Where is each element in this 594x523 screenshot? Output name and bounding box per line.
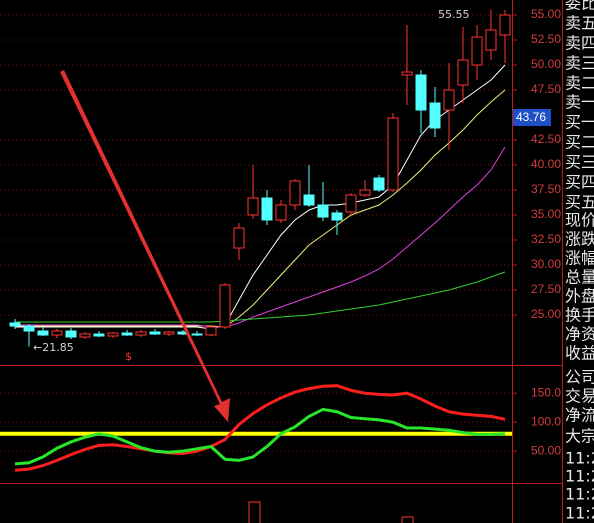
candle-body [37, 330, 49, 336]
y-tick-label: 52.50 [531, 32, 561, 46]
y-tick-label: 50.00 [531, 57, 561, 71]
side-label: 换手 [565, 306, 594, 325]
indicator-line [14, 407, 506, 466]
candle-body [289, 180, 301, 206]
candle-body [485, 29, 497, 51]
candle-body [219, 284, 231, 328]
candle-body [107, 332, 119, 337]
moving-average [15, 146, 506, 328]
side-label: 委比 [565, 0, 594, 13]
side-label: 买五 [565, 193, 594, 212]
y-tick-label: 47.50 [531, 82, 561, 96]
side-label: 卖三 [565, 54, 594, 73]
candle-body [51, 330, 63, 336]
indicator-line [14, 384, 506, 472]
candle-body [233, 227, 245, 249]
candle-body [401, 71, 413, 76]
side-label: 交易 [565, 387, 594, 406]
side-label: 现价 [565, 211, 594, 230]
side-label: 买三 [565, 153, 594, 172]
side-label: 卖一 [565, 93, 594, 112]
candle-body [317, 204, 329, 218]
y-tick-label: 27.50 [531, 282, 561, 296]
candle-body [415, 74, 427, 111]
moving-average [15, 271, 506, 323]
side-label: 卖二 [565, 74, 594, 93]
side-label: 买四 [565, 173, 594, 192]
y-tick-label: 40.00 [531, 157, 561, 171]
y-tick-label: 30.00 [531, 257, 561, 271]
y-tick-label: 32.50 [531, 232, 561, 246]
candle-body [191, 333, 203, 336]
side-label: 公司 [565, 368, 594, 387]
candle-body [149, 331, 161, 335]
candle-body [65, 330, 77, 338]
candle-body [275, 204, 287, 221]
candle-body [359, 189, 371, 196]
moving-average [15, 89, 506, 328]
candle-body [471, 36, 483, 66]
low-label: ←21.85 [33, 341, 74, 354]
y-tick-label: 100.0 [531, 414, 561, 428]
volume-bar [401, 516, 414, 523]
candle-body [205, 326, 217, 336]
side-label: 买一 [565, 113, 594, 132]
y-tick-label: 55.00 [531, 7, 561, 21]
side-label: 卖五 [565, 14, 594, 33]
candle-body [387, 117, 399, 191]
side-label: 11:2 [565, 449, 594, 468]
candle-body [79, 333, 91, 338]
candle-body [163, 331, 175, 335]
side-label: 外盘 [565, 287, 594, 306]
candle-body [373, 177, 385, 191]
candle-body [457, 59, 469, 86]
candle-body [261, 197, 273, 221]
side-label: 总量 [565, 268, 594, 287]
marker: $ [125, 350, 132, 363]
last-price: 43.76 [516, 110, 546, 124]
side-label: 净流 [565, 406, 594, 425]
candle-body [345, 194, 357, 213]
candle-body [93, 333, 105, 337]
y-tick-label: 150.0 [531, 385, 561, 399]
volume-bar [248, 501, 261, 523]
side-label: 涨跌 [565, 230, 594, 249]
side-label: 收益 [565, 344, 594, 363]
side-label: 净资 [565, 325, 594, 344]
candle-body [429, 102, 441, 129]
candle-body [247, 197, 259, 216]
y-tick-label: 35.00 [531, 207, 561, 221]
side-label: 卖四 [565, 34, 594, 53]
moving-average [15, 64, 506, 330]
candle-body [23, 325, 35, 332]
side-label: 11:2 [565, 485, 594, 504]
side-label: 大宗 [565, 427, 594, 446]
candle-body [331, 212, 343, 221]
candle-body [121, 332, 133, 336]
candle-body [135, 331, 147, 336]
y-tick-label: 25.00 [531, 307, 561, 321]
y-tick-label: 50.00 [531, 443, 561, 457]
y-tick-label: 37.50 [531, 182, 561, 196]
candle-body [9, 322, 21, 327]
side-label: 11:2 [565, 467, 594, 486]
candle-body [303, 194, 315, 206]
side-label: 11:2 [565, 504, 594, 523]
candle-body [499, 14, 511, 36]
high-label: 55.55 [438, 8, 470, 21]
side-label: 涨幅 [565, 249, 594, 268]
side-label: 买二 [565, 133, 594, 152]
candle-body [443, 89, 455, 111]
arrow [60, 70, 230, 422]
y-tick-label: 42.50 [531, 132, 561, 146]
price-box [513, 109, 551, 126]
